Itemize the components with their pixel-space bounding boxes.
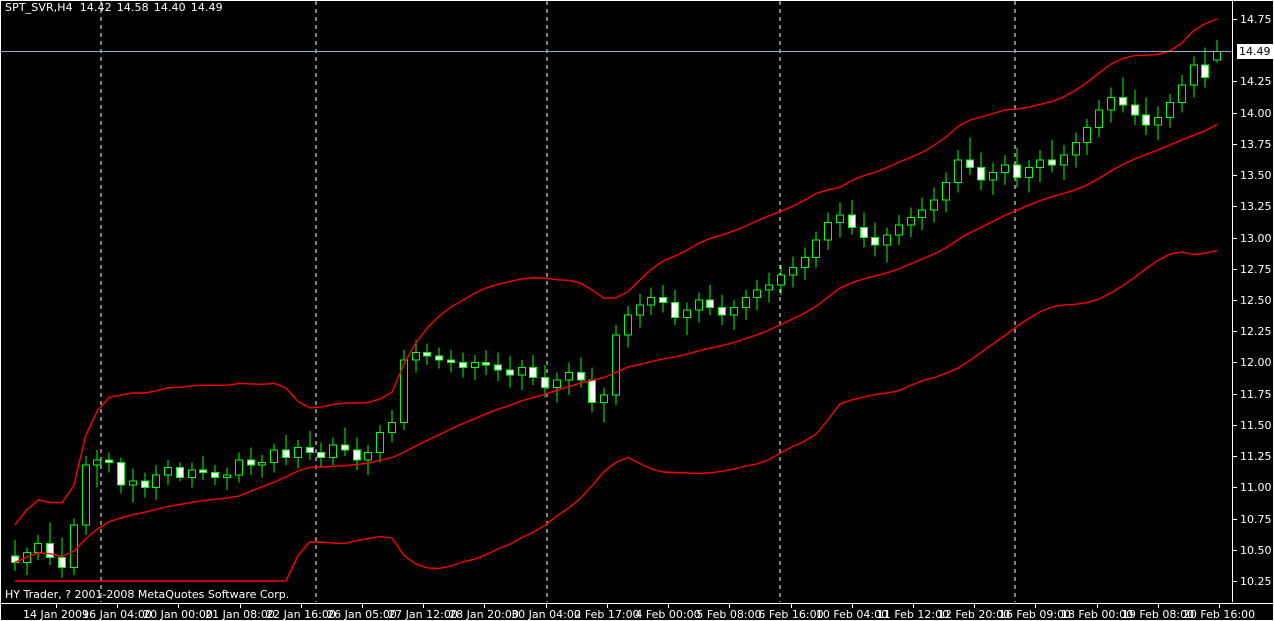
candlestick-series — [11, 40, 1221, 578]
time-axis-label: 20 Feb 16:00 — [1182, 608, 1256, 621]
time-tick — [423, 604, 424, 608]
time-axis-label: 12 Feb 20:00 — [937, 608, 1011, 621]
price-tick — [1233, 487, 1237, 489]
time-axis-label: 22 Jan 16:00 — [266, 608, 336, 621]
price-tick — [1233, 331, 1237, 333]
bollinger-upper-band — [14, 18, 1218, 526]
price-tick — [1233, 581, 1237, 582]
time-tick — [791, 604, 792, 608]
price-tick — [1233, 393, 1237, 395]
time-axis-label: 6 Feb 16:00 — [758, 608, 824, 621]
time-tick — [117, 604, 118, 608]
price-tick — [1233, 81, 1237, 83]
time-tick — [240, 604, 241, 608]
price-tick — [1233, 19, 1237, 20]
time-tick — [1035, 604, 1036, 608]
price-tick — [1233, 518, 1237, 520]
price-chart-svg — [1, 1, 1231, 602]
time-axis-label: 26 Jan 05:00 — [327, 608, 397, 621]
time-tick — [729, 604, 730, 608]
price-axis-label: 11.00 — [1240, 481, 1272, 495]
price-tick — [1233, 424, 1237, 426]
bollinger-middle-band — [14, 123, 1218, 563]
time-tick — [1219, 604, 1220, 608]
ohlc-high: 14.58 — [116, 1, 149, 14]
price-tick — [1233, 300, 1237, 301]
time-tick — [668, 604, 669, 608]
ohlc-low: 14.40 — [153, 1, 186, 14]
time-axis-label: 28 Jan 20:00 — [449, 608, 519, 621]
time-axis-label: 10 Feb 04:00 — [815, 608, 889, 621]
price-tick — [1233, 549, 1237, 551]
price-axis-label: 11.50 — [1240, 418, 1272, 432]
bollinger-lower-band — [14, 250, 1218, 582]
price-axis-label: 14.75 — [1240, 13, 1272, 26]
price-axis-label: 12.50 — [1240, 294, 1272, 307]
time-axis-label: 2 Feb 17:00 — [574, 608, 640, 621]
price-axis-label: 12.25 — [1240, 325, 1272, 339]
price-tick — [1233, 206, 1237, 208]
ohlc-open: 14.42 — [79, 1, 112, 14]
time-axis-label: 19 Feb 08:00 — [1121, 608, 1195, 621]
price-axis-label: 14.00 — [1240, 106, 1272, 120]
time-axis[interactable]: 14 Jan 2009 16 Jan 04:00 20 Jan 00:00 21 Ja… — [1, 603, 1273, 621]
time-tick — [1158, 604, 1159, 608]
symbol-period-label: SPT_SVR,H4 — [5, 1, 73, 14]
price-tick — [1233, 456, 1237, 458]
time-tick — [56, 604, 57, 608]
time-axis-label: 14 Jan 2009 — [23, 608, 89, 621]
price-axis-label: 13.25 — [1240, 200, 1272, 214]
time-axis-label: 16 Jan 04:00 — [82, 608, 152, 621]
price-tick — [1233, 112, 1237, 114]
price-axis-label: 13.00 — [1240, 231, 1272, 245]
price-axis-label: 12.75 — [1240, 262, 1272, 276]
ohlc-close: 14.49 — [190, 1, 223, 14]
price-tick — [1233, 175, 1237, 177]
time-tick — [546, 604, 547, 608]
price-axis-label: 13.50 — [1240, 169, 1272, 183]
time-axis-label: 18 Feb 00:00 — [1060, 608, 1134, 621]
price-tick — [1233, 143, 1237, 145]
price-axis-label: 14.25 — [1240, 75, 1272, 89]
time-tick — [607, 604, 608, 608]
price-axis-label: 12.00 — [1240, 356, 1272, 370]
price-axis[interactable]: 14.75 14.25 14.00 13.75 13.50 13.25 13.00 12.75… — [1232, 1, 1274, 602]
time-axis-label: 4 Feb 00:00 — [635, 608, 701, 621]
price-axis-label: 10.75 — [1240, 512, 1272, 526]
time-axis-label: 16 Feb 09:00 — [998, 608, 1072, 621]
chart-plot-area[interactable] — [1, 1, 1231, 602]
time-tick — [301, 604, 302, 608]
time-tick — [362, 604, 363, 608]
price-tick — [1233, 237, 1237, 239]
price-tick — [1233, 362, 1237, 364]
time-tick — [913, 604, 914, 608]
time-tick — [974, 604, 975, 608]
time-axis-label: 20 Jan 00:00 — [143, 608, 213, 621]
time-tick — [484, 604, 485, 608]
time-axis-label: 11 Feb 12:00 — [876, 608, 950, 621]
price-axis-label: 11.75 — [1240, 387, 1272, 401]
time-tick — [1097, 604, 1098, 608]
price-axis-label: 10.50 — [1240, 543, 1272, 557]
price-axis-label: 10.25 — [1240, 575, 1272, 588]
price-axis-label: 11.25 — [1240, 450, 1272, 464]
time-axis-label: 27 Jan 12:00 — [388, 608, 458, 621]
time-axis-label: 5 Feb 08:00 — [696, 608, 762, 621]
metaquotes-watermark: HY Trader, ? 2001-2008 MetaQuotes Softwa… — [5, 588, 290, 601]
time-axis-label: 21 Jan 08:00 — [205, 608, 275, 621]
current-price-label: 14.49 — [1237, 44, 1274, 60]
time-tick — [178, 604, 179, 608]
price-tick — [1233, 268, 1237, 270]
time-axis-label: 30 Jan 04:00 — [511, 608, 581, 621]
price-axis-label: 13.75 — [1240, 137, 1272, 151]
time-tick — [852, 604, 853, 608]
chart-title-ohlc: SPT_SVR,H4 14.42 14.58 14.40 14.49 — [5, 1, 228, 14]
